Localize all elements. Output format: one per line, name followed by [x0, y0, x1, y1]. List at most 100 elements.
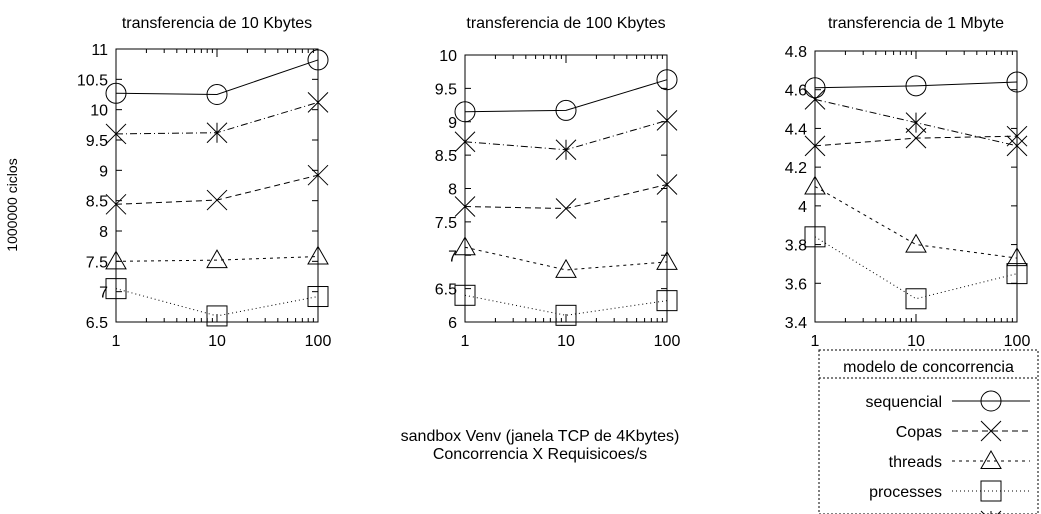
data-point-Copas: [555, 198, 577, 219]
y-tick-label: 9.5: [435, 81, 457, 98]
y-axis-label: 1000000 ciclos: [4, 158, 20, 251]
series-line-threads: [814, 186, 1018, 259]
data-point-sequencial: [1006, 71, 1028, 93]
y-tick-label: 4.8: [785, 44, 807, 61]
y-tick-label: 3.8: [785, 238, 807, 255]
plot-frame: [464, 54, 668, 323]
data-point-Copas: [454, 196, 476, 217]
x-tick-label: 1: [461, 333, 470, 350]
y-tick-label: 7: [448, 248, 457, 265]
data-point-Copas: [656, 174, 678, 195]
y-tick-label: 7: [99, 285, 108, 302]
data-point-clones: [804, 89, 826, 110]
y-tick-label: 6.5: [86, 315, 108, 332]
plot-frame: [814, 50, 1018, 323]
data-point-Copas: [105, 193, 127, 215]
chart-panel-2: transferencia de 100 Kbytes 6 6.5 7 7.5 8 8.5 9…: [435, 15, 681, 350]
y-tick-label: 7.5: [435, 215, 457, 232]
data-point-threads: [555, 258, 577, 278]
legend-label: processes: [869, 484, 942, 501]
data-point-threads: [454, 236, 476, 256]
chart-panel-1: transferencia de 10 Kbytes 6.5 7 7.5 8 8.5 9 9.…: [77, 15, 332, 350]
series-line-threads: [115, 255, 319, 262]
data-point-sequencial: [905, 75, 927, 97]
data-point-processes: [656, 290, 678, 312]
legend: modelo de concorrencia sequencial Copas thr…: [818, 349, 1039, 514]
y-tick-label: 4.2: [785, 160, 807, 177]
x-tick-label: 100: [305, 333, 332, 350]
y-tick-label: 8: [448, 182, 457, 199]
chart-title: transferencia de 1 Mbyte: [828, 15, 1004, 32]
legend-marker-processes: [980, 480, 1002, 502]
y-tick-label: 4.6: [785, 83, 807, 100]
data-point-clones: [1006, 135, 1028, 157]
data-point-clones: [206, 122, 228, 144]
data-point-sequencial: [454, 101, 476, 123]
x-axis-caption-line1: sandbox Venv (janela TCP de 4Kbytes): [400, 428, 680, 445]
legend-label: threads: [889, 454, 942, 471]
y-tick-label: 7.5: [86, 254, 108, 271]
data-point-threads: [1006, 247, 1028, 267]
y-tick-label: 10: [90, 103, 108, 120]
data-point-threads: [105, 250, 127, 270]
data-point-processes: [1006, 263, 1028, 285]
y-tick-label: 8.5: [86, 194, 108, 211]
y-tick-label: 3.4: [785, 315, 807, 332]
y-tick-label: 9: [99, 163, 108, 180]
legend-label: sequencial: [866, 394, 943, 411]
data-point-sequencial: [656, 69, 678, 91]
data-point-threads: [804, 175, 826, 195]
y-tick-label: 4: [798, 199, 807, 216]
data-point-processes: [555, 304, 577, 326]
data-point-Copas: [804, 135, 826, 157]
series-line-sequencial: [464, 79, 668, 113]
data-point-clones: [307, 92, 329, 113]
x-tick-label: 1: [112, 333, 121, 350]
data-point-Copas: [307, 164, 329, 186]
y-tick-label: 11: [91, 42, 108, 59]
series-line-sequencial: [814, 81, 1018, 89]
data-point-clones: [555, 139, 577, 161]
chart-title: transferencia de 100 Kbytes: [466, 15, 665, 32]
data-point-threads: [307, 245, 329, 265]
chart-panel-3: transferencia de 1 Mbyte 3.4 3.6 3.8 4 4.2 4.4…: [785, 15, 1031, 350]
legend-label: Copas: [896, 424, 942, 441]
data-point-processes: [307, 286, 329, 308]
data-point-sequencial: [206, 84, 228, 105]
legend-marker-Copas: [980, 420, 1002, 442]
x-tick-label: 100: [654, 333, 681, 350]
series-line-sequencial: [115, 59, 319, 96]
data-point-sequencial: [105, 82, 127, 104]
data-point-Copas: [905, 127, 927, 149]
data-point-clones: [656, 110, 678, 131]
data-point-threads: [206, 249, 228, 269]
data-point-clones: [105, 123, 127, 145]
y-tick-label: 3.6: [785, 276, 807, 293]
y-tick-label: 4.4: [785, 121, 807, 138]
chart-title: transferencia de 10 Kbytes: [122, 15, 312, 32]
legend-title: modelo de concorrencia: [843, 359, 1014, 376]
data-point-threads: [656, 250, 678, 270]
y-tick-label: 10: [439, 48, 457, 65]
y-tick-label: 10.5: [77, 72, 108, 89]
data-point-processes: [804, 226, 826, 248]
y-axis-label-container: 1000000 ciclos: [4, 158, 24, 251]
legend-marker-sequencial: [980, 390, 1002, 412]
x-tick-label: 100: [1004, 333, 1031, 350]
data-point-processes: [206, 305, 228, 327]
y-tick-label: 6.5: [435, 282, 457, 299]
x-tick-label: 1: [811, 333, 820, 350]
data-point-threads: [905, 233, 927, 253]
data-point-processes: [105, 278, 127, 300]
y-tick-label: 9.5: [86, 133, 108, 150]
y-tick-label: 9: [448, 115, 457, 132]
series-line-processes: [814, 236, 1018, 300]
x-tick-label: 10: [907, 333, 925, 350]
y-tick-label: 8.5: [435, 148, 457, 165]
y-tick-label: 6: [448, 315, 457, 332]
x-tick-label: 10: [557, 333, 575, 350]
data-point-Copas: [206, 189, 228, 211]
x-tick-label: 10: [208, 333, 226, 350]
y-tick-label: 8: [99, 224, 108, 241]
